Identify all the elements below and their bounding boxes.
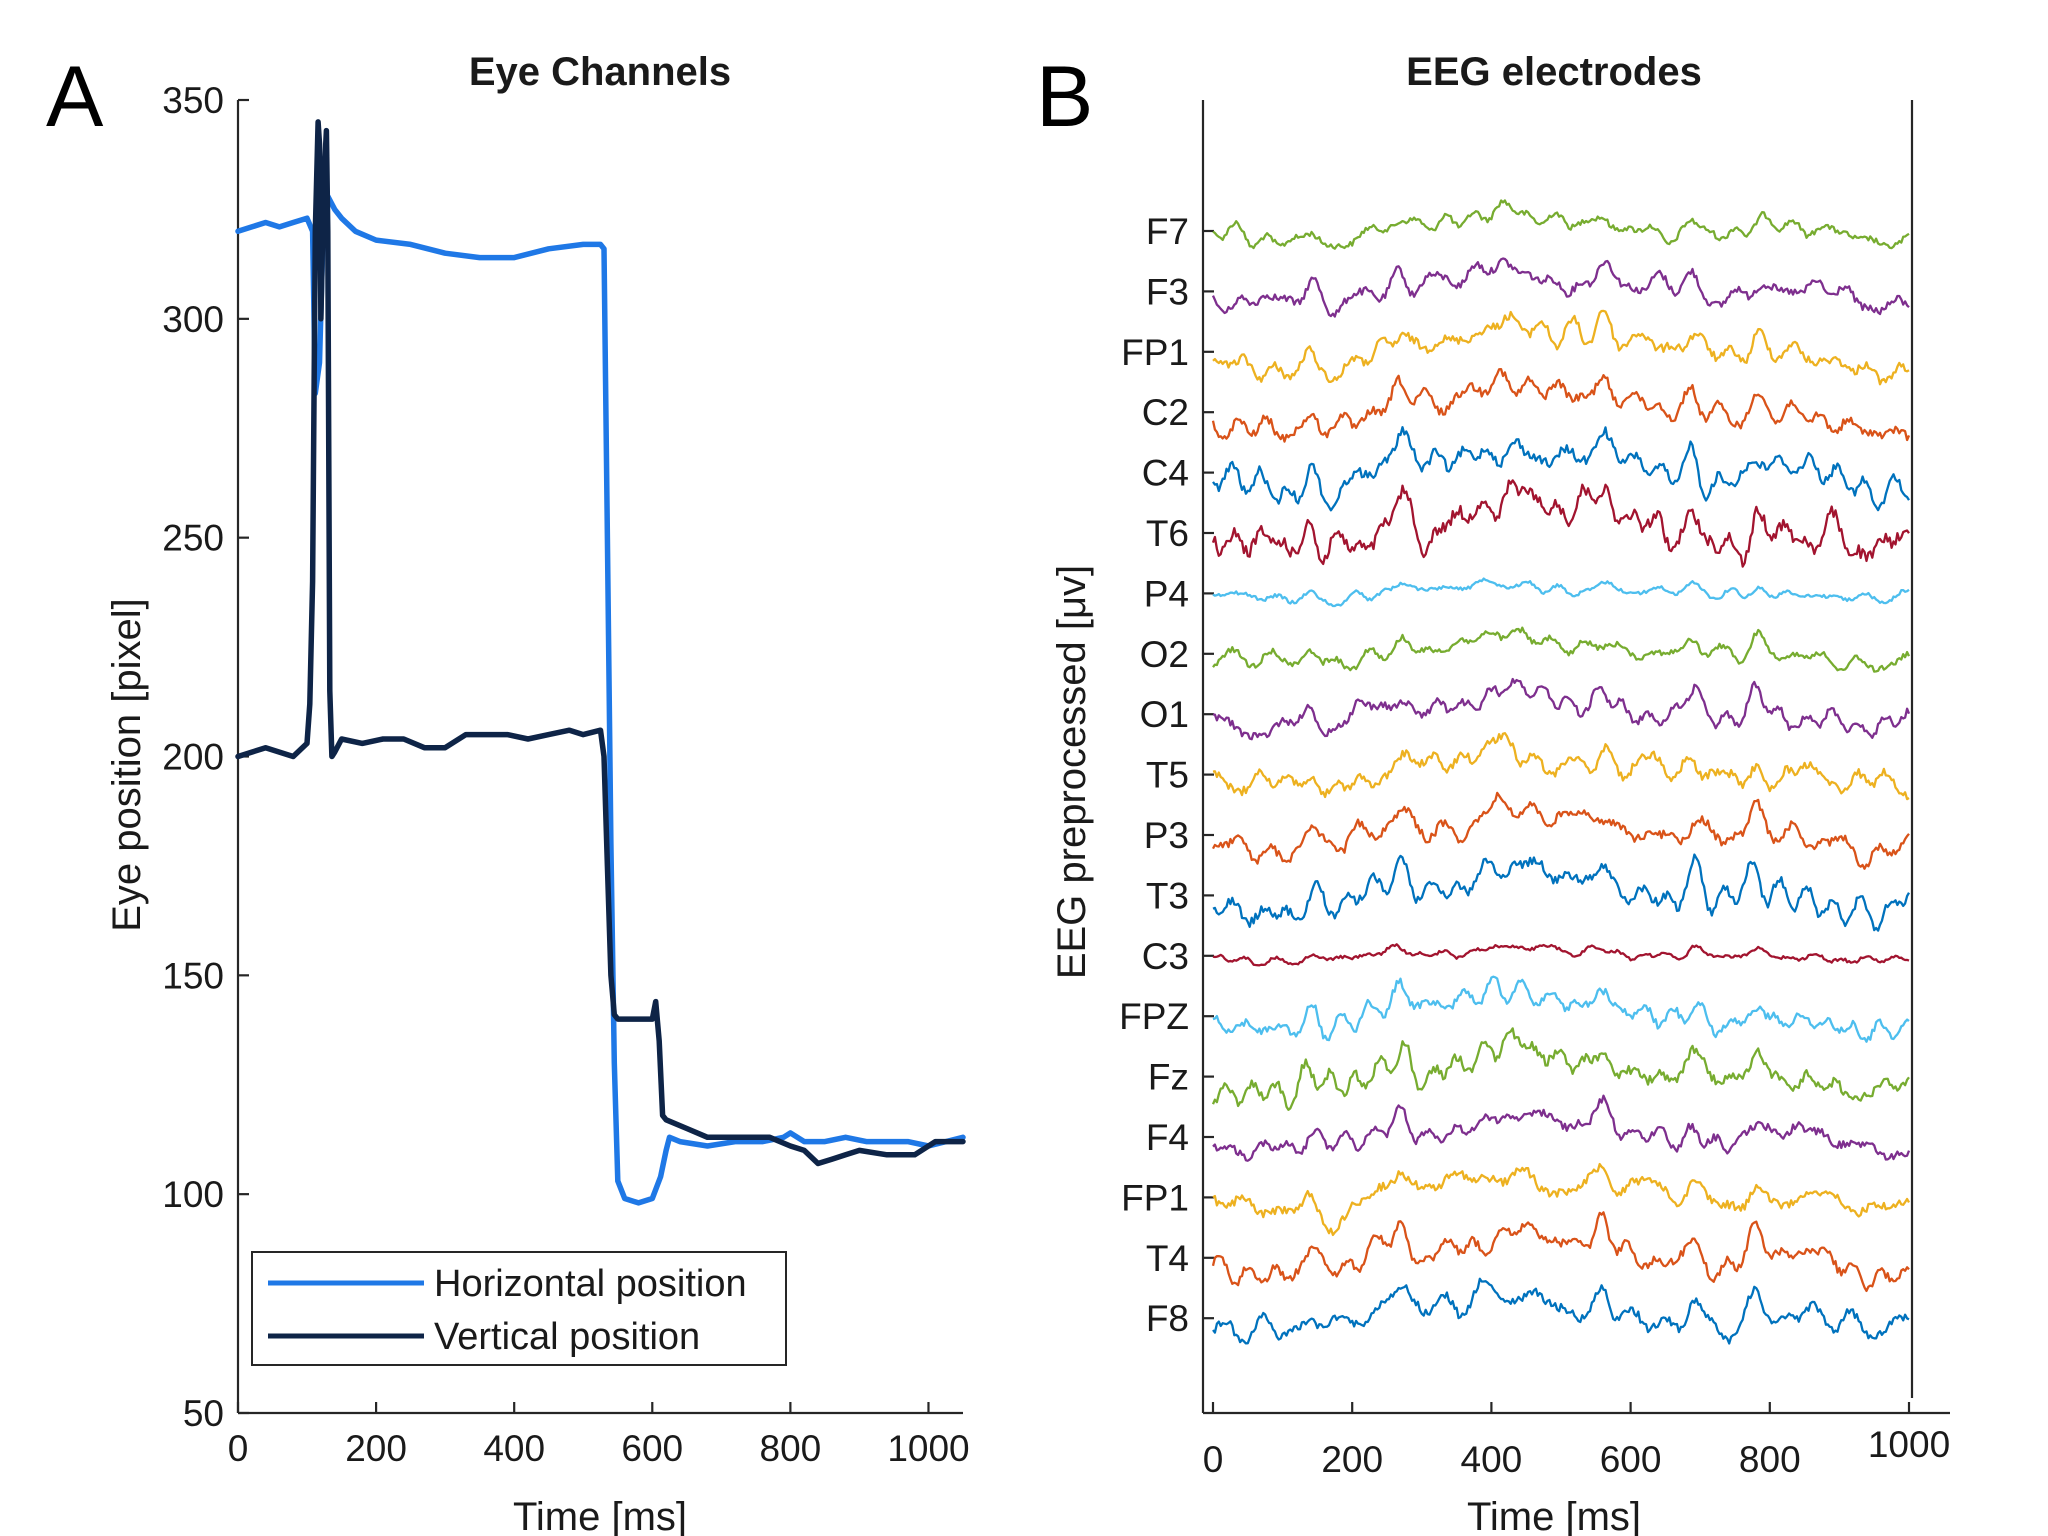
chart-title: EEG electrodes bbox=[1406, 50, 1702, 94]
y-tick-label: 300 bbox=[162, 299, 224, 340]
y-axis-label: Eye position [pixel] bbox=[105, 598, 149, 932]
channel-label-p4: P4 bbox=[1144, 573, 1189, 614]
x-axis-label: Time [ms] bbox=[513, 1495, 687, 1536]
legend-label-vertical: Vertical position bbox=[434, 1316, 700, 1358]
x-tick-label: 400 bbox=[483, 1428, 545, 1469]
y-axis-label: EEG preprocessed [μv] bbox=[1050, 565, 1094, 979]
eeg-trace-t6 bbox=[1211, 479, 1910, 568]
x-tick-label: 1000 bbox=[887, 1428, 969, 1469]
x-tick-label: 800 bbox=[1739, 1439, 1801, 1480]
x-tick-label: 600 bbox=[1600, 1439, 1662, 1480]
chart-axes: 0 200 400 600 800 1000 F7 F3 FP1 C2 C4 T6 P4 O2 O1 T5 P3… bbox=[1119, 100, 1950, 1480]
channel-label-f8: F8 bbox=[1146, 1298, 1189, 1339]
eye-channels-chart: Eye Channels 50 100 150 200 250 300 350 0 200 400… bbox=[105, 50, 970, 1536]
channel-label-t4: T4 bbox=[1146, 1238, 1189, 1279]
y-tick-label: 200 bbox=[162, 737, 224, 778]
panel-letter-a: A bbox=[46, 49, 104, 145]
channel-label-t6: T6 bbox=[1146, 513, 1189, 554]
x-tick-label: 400 bbox=[1461, 1439, 1523, 1480]
channel-label-fp1: FP1 bbox=[1121, 332, 1189, 373]
eeg-trace-fz bbox=[1211, 1027, 1910, 1111]
x-tick-label: 1000 bbox=[1868, 1424, 1950, 1465]
channel-label-f4: F4 bbox=[1146, 1117, 1189, 1158]
y-tick-label: 350 bbox=[162, 80, 224, 121]
eeg-trace-f3 bbox=[1211, 257, 1910, 318]
y-tick-label: 250 bbox=[162, 518, 224, 559]
channel-label-fpz: FPZ bbox=[1119, 996, 1189, 1037]
chart-axes: 50 100 150 200 250 300 350 0 200 400 600 800 1000 bbox=[162, 80, 969, 1469]
eeg-trace-p3 bbox=[1211, 791, 1910, 870]
x-tick-label: 600 bbox=[621, 1428, 683, 1469]
series-horizontal-position bbox=[235, 193, 966, 1206]
x-tick-label: 200 bbox=[1321, 1439, 1383, 1480]
eeg-trace-t5 bbox=[1212, 732, 1910, 801]
channel-label-t5: T5 bbox=[1146, 755, 1189, 796]
x-tick-label: 0 bbox=[1203, 1439, 1224, 1480]
channel-label-fp1: FP1 bbox=[1121, 1177, 1189, 1218]
eeg-trace-c3 bbox=[1212, 943, 1910, 967]
x-tick-label: 200 bbox=[345, 1428, 407, 1469]
x-tick-label: 800 bbox=[760, 1428, 822, 1469]
eeg-trace-c2 bbox=[1211, 367, 1911, 443]
channel-label-o1: O1 bbox=[1140, 694, 1189, 735]
legend: Horizontal position Vertical position bbox=[251, 1251, 787, 1366]
channel-label-f7: F7 bbox=[1146, 211, 1189, 252]
eeg-trace-o2 bbox=[1212, 626, 1911, 673]
eeg-trace-t4 bbox=[1211, 1211, 1910, 1293]
channel-label-c4: C4 bbox=[1142, 453, 1189, 494]
eeg-trace-f8 bbox=[1212, 1277, 1910, 1345]
x-axis-label: Time [ms] bbox=[1467, 1495, 1641, 1536]
y-tick-label: 150 bbox=[162, 955, 224, 996]
eeg-electrodes-chart: EEG electrodes 0 200 400 600 800 1000 F7 F3 FP1 C… bbox=[1050, 50, 1950, 1536]
channel-label-fz: Fz bbox=[1148, 1057, 1189, 1098]
channel-label-o2: O2 bbox=[1140, 634, 1189, 675]
eeg-trace-fpz bbox=[1212, 975, 1910, 1043]
channel-label-p3: P3 bbox=[1144, 815, 1189, 856]
chart-series-group bbox=[1211, 199, 1911, 1345]
eeg-trace-f7 bbox=[1212, 199, 1910, 250]
y-tick-label: 100 bbox=[162, 1174, 224, 1215]
series-vertical-position bbox=[235, 119, 966, 1167]
chart-title: Eye Channels bbox=[469, 50, 731, 94]
legend-box bbox=[251, 1251, 787, 1366]
eeg-trace-p4 bbox=[1212, 577, 1910, 608]
eeg-trace-c4 bbox=[1212, 426, 1910, 512]
channel-label-c2: C2 bbox=[1142, 392, 1189, 433]
chart-series-group bbox=[235, 119, 966, 1206]
panel-letter-b: B bbox=[1036, 49, 1093, 145]
y-tick-label: 50 bbox=[183, 1393, 224, 1434]
legend-label-horizontal: Horizontal position bbox=[434, 1263, 747, 1305]
eeg-trace-fp1 bbox=[1212, 309, 1910, 386]
eeg-trace-t3 bbox=[1212, 853, 1911, 932]
channel-label-f3: F3 bbox=[1146, 271, 1189, 312]
channel-label-t3: T3 bbox=[1146, 875, 1189, 916]
eeg-trace-f4 bbox=[1212, 1094, 1911, 1162]
channel-label-c3: C3 bbox=[1142, 936, 1189, 977]
x-tick-label: 0 bbox=[228, 1428, 249, 1469]
eeg-trace-o1 bbox=[1212, 677, 1911, 741]
eeg-trace-fp1 bbox=[1212, 1162, 1911, 1237]
